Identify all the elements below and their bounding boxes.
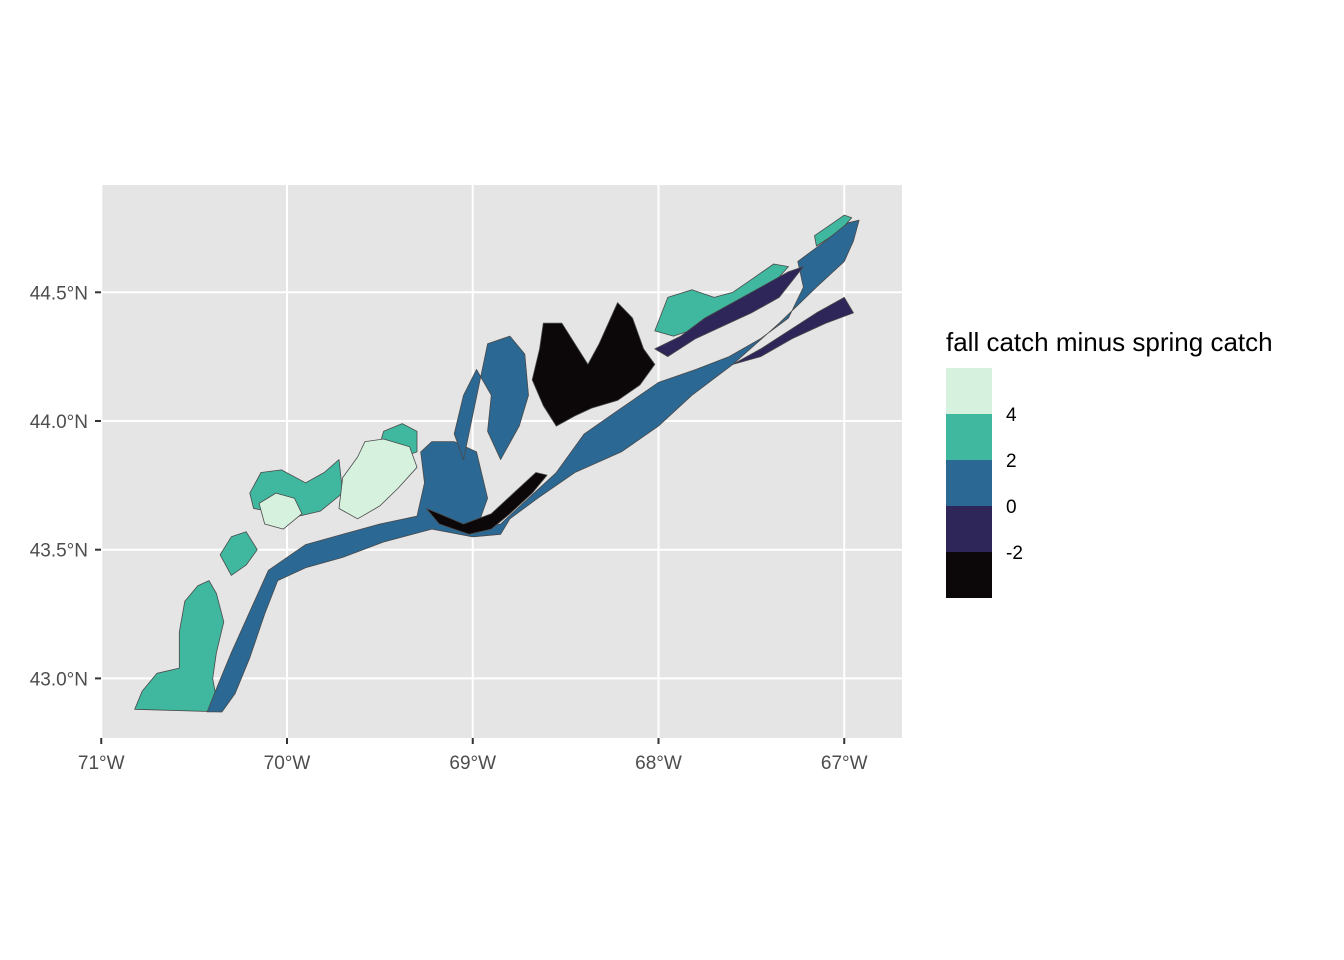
y-tick-label: 44.0°N bbox=[30, 412, 88, 433]
map-region bbox=[654, 266, 804, 358]
legend-swatch bbox=[946, 368, 992, 414]
legend-swatch bbox=[946, 414, 992, 460]
legend: fall catch minus spring catch 4 2 0 -2 bbox=[946, 327, 1273, 598]
x-tick-label: 70°W bbox=[264, 753, 311, 774]
map-region bbox=[258, 492, 303, 530]
axes: 71°W 70°W 69°W 68°W 67°W 43.0°N 43.5°N 44.0°N 44… bbox=[30, 283, 868, 774]
map-region bbox=[219, 531, 258, 576]
legend-swatch bbox=[946, 552, 992, 598]
map-region bbox=[453, 335, 529, 461]
x-tick-label: 69°W bbox=[449, 753, 496, 774]
y-tick-label: 43.0°N bbox=[30, 669, 88, 690]
legend-label: 0 bbox=[1006, 497, 1017, 518]
legend-label: 2 bbox=[1006, 451, 1017, 472]
map-regions bbox=[134, 214, 860, 713]
legend-label: -2 bbox=[1006, 543, 1023, 564]
legend-title: fall catch minus spring catch bbox=[946, 327, 1273, 357]
map-region bbox=[206, 219, 860, 713]
map-region bbox=[732, 296, 854, 365]
y-tick-label: 43.5°N bbox=[30, 541, 88, 562]
legend-swatch bbox=[946, 506, 992, 552]
legend-swatch bbox=[946, 460, 992, 506]
y-tick-label: 44.5°N bbox=[30, 283, 88, 304]
x-tick-label: 71°W bbox=[78, 753, 125, 774]
map-region bbox=[531, 302, 656, 427]
x-tick-label: 67°W bbox=[821, 753, 868, 774]
x-tick-label: 68°W bbox=[635, 753, 682, 774]
map-region bbox=[425, 472, 548, 535]
legend-label: 4 bbox=[1006, 405, 1017, 426]
map-region bbox=[338, 438, 418, 520]
